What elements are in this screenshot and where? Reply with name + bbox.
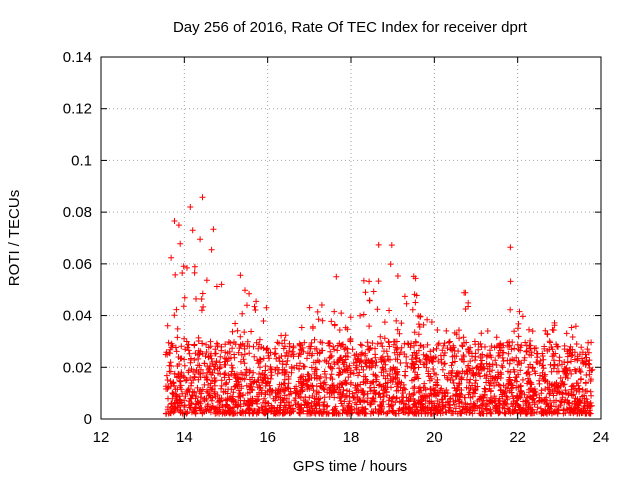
x-tick-label: 24	[593, 429, 610, 446]
x-tick-label: 18	[343, 429, 360, 446]
x-tick-label: 14	[176, 429, 193, 446]
x-tick-label: 22	[509, 429, 526, 446]
y-tick-label: 0.06	[63, 256, 92, 273]
x-tick-label: 12	[93, 429, 110, 446]
data-points	[162, 194, 596, 417]
y-tick-label: 0.04	[63, 308, 92, 325]
y-tick-label: 0.02	[63, 359, 92, 376]
chart-title: Day 256 of 2016, Rate Of TEC Index for r…	[173, 19, 528, 36]
x-tick-label: 16	[259, 429, 276, 446]
roti-scatter-points	[162, 194, 596, 417]
grid-lines	[101, 57, 601, 419]
x-tick-label: 20	[426, 429, 443, 446]
y-axis-label: ROTI / TECUs	[6, 190, 23, 286]
y-tick-label: 0.12	[63, 101, 92, 118]
x-axis-label: GPS time / hours	[293, 458, 407, 475]
axis-ticks: 12 14 16 18 20 22 24 0 0.02 0.04 0.06 0.08 0.1 0.12 0.…	[63, 49, 610, 446]
y-tick-label: 0.14	[63, 49, 92, 66]
y-tick-label: 0.1	[71, 152, 92, 169]
y-tick-label: 0	[84, 411, 92, 428]
y-tick-label: 0.08	[63, 204, 92, 221]
